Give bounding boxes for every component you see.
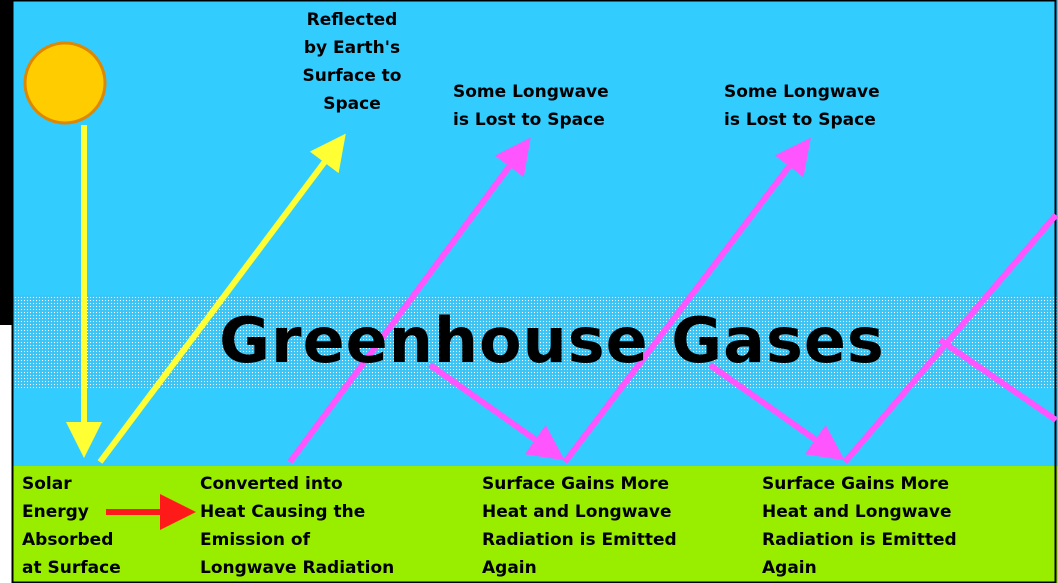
left-border: [0, 0, 12, 325]
label-line: by Earth's: [304, 38, 400, 58]
label-line: Heat Causing the: [200, 502, 365, 522]
label-line: Heat and Longwave: [762, 502, 952, 522]
label-line: Surface Gains More: [762, 474, 949, 494]
label-line: Radiation is Emitted: [482, 530, 677, 550]
diagram: Greenhouse Gases Reflected by Earth's Surf…: [0, 0, 1058, 583]
label-line: Reflected: [307, 10, 398, 30]
layer-title: Greenhouse Gases: [219, 304, 885, 377]
label-line: at Surface: [22, 558, 121, 578]
label-line: Surface to: [303, 66, 402, 86]
label-line: Radiation is Emitted: [762, 530, 957, 550]
label-line: is Lost to Space: [724, 110, 876, 130]
label-line: Heat and Longwave: [482, 502, 672, 522]
label-line: Emission of: [200, 530, 311, 550]
label-line: Some Longwave: [453, 82, 609, 102]
label-line: Energy: [22, 502, 89, 522]
label-line: Again: [762, 558, 817, 578]
label-line: Space: [323, 94, 381, 114]
label-line: Converted into: [200, 474, 343, 494]
label-line: Surface Gains More: [482, 474, 669, 494]
label-line: Solar: [22, 474, 72, 494]
label-line: Absorbed: [22, 530, 113, 550]
sun: [25, 43, 105, 123]
label-line: Some Longwave: [724, 82, 880, 102]
label-line: is Lost to Space: [453, 110, 605, 130]
label-line: Longwave Radiation: [200, 558, 394, 578]
label-line: Again: [482, 558, 537, 578]
